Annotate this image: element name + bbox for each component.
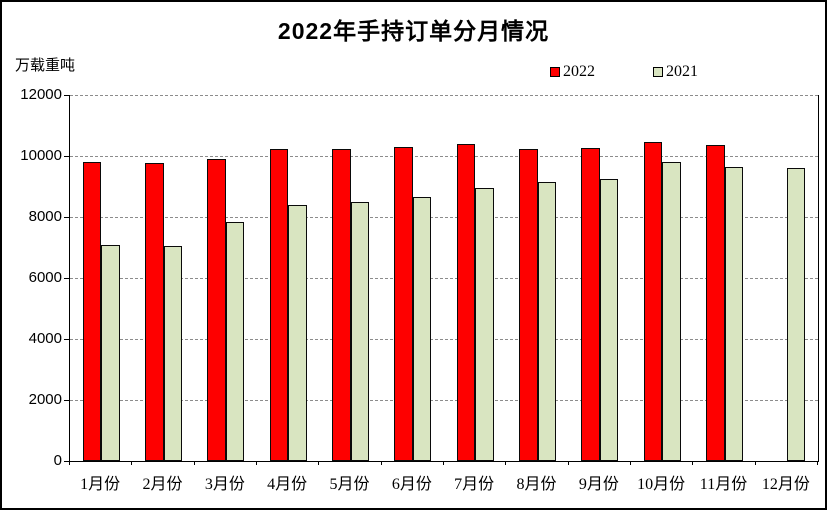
gridline-2000 bbox=[70, 400, 818, 401]
bar-2021-5月份 bbox=[350, 202, 369, 461]
y-tick-label-2000: 2000 bbox=[28, 391, 62, 408]
x-tick-label-2: 2月份 bbox=[142, 476, 183, 493]
legend-item-2021: 2021 bbox=[653, 63, 698, 81]
bar-2021-7月份 bbox=[475, 188, 494, 461]
gridline-12000 bbox=[70, 95, 818, 96]
bar-2021-11月份 bbox=[724, 166, 743, 461]
bar-2022-9月份 bbox=[581, 147, 600, 461]
bar-2021-12月份 bbox=[786, 168, 806, 461]
chart-title: 2022年手持订单分月情况 bbox=[277, 18, 550, 44]
x-tick-label-12: 12月份 bbox=[761, 476, 810, 493]
x-tick-label-8: 8月份 bbox=[516, 476, 557, 493]
x-tick-label-10: 10月份 bbox=[637, 476, 686, 493]
x-tick-mark bbox=[193, 461, 195, 465]
x-tick-label-1: 1月份 bbox=[80, 476, 121, 493]
x-tick-label-7: 7月份 bbox=[454, 476, 495, 493]
bar-2021-10月份 bbox=[662, 162, 681, 461]
y-tick-label-4000: 4000 bbox=[28, 330, 62, 347]
chart-legend: 2022 2021 bbox=[550, 63, 698, 81]
bar-2022-7月份 bbox=[456, 144, 476, 461]
y-tick-mark bbox=[64, 95, 69, 96]
x-tick-label-11: 11月份 bbox=[699, 476, 748, 493]
bar-2021-1月份 bbox=[101, 245, 120, 461]
x-tick-mark bbox=[692, 461, 694, 465]
bar-2022-4月份 bbox=[269, 148, 289, 461]
bar-2021-4月份 bbox=[288, 204, 307, 461]
x-tick-label-5: 5月份 bbox=[329, 476, 370, 493]
bar-2021-8月份 bbox=[537, 181, 556, 461]
y-tick-mark bbox=[64, 400, 69, 401]
plot-area bbox=[69, 95, 819, 462]
x-tick-mark bbox=[754, 461, 756, 465]
gridline-6000 bbox=[70, 278, 818, 279]
x-tick-label-9: 9月份 bbox=[578, 476, 619, 493]
bar-2021-6月份 bbox=[412, 197, 432, 461]
x-tick-mark bbox=[630, 461, 631, 465]
bar-2022-3月份 bbox=[207, 159, 226, 461]
bar-2022-2月份 bbox=[145, 163, 164, 461]
bar-2022-10月份 bbox=[643, 141, 663, 461]
y-tick-mark bbox=[64, 217, 69, 218]
y-tick-mark bbox=[64, 278, 69, 279]
x-tick-mark bbox=[256, 461, 257, 465]
x-tick-mark bbox=[817, 461, 818, 465]
bar-2022-8月份 bbox=[519, 149, 538, 461]
legend-label-2021: 2021 bbox=[666, 63, 698, 80]
y-tick-mark bbox=[64, 156, 69, 157]
bar-2021-3月份 bbox=[225, 222, 245, 461]
x-tick-mark bbox=[443, 461, 444, 465]
x-tick-label-3: 3月份 bbox=[204, 476, 245, 493]
x-tick-label-6: 6月份 bbox=[391, 476, 432, 493]
x-tick-mark bbox=[69, 461, 70, 465]
y-tick-mark bbox=[64, 461, 69, 462]
legend-swatch-2021 bbox=[653, 67, 663, 77]
x-tick-mark bbox=[567, 461, 569, 465]
x-tick-mark bbox=[380, 461, 382, 465]
y-tick-mark bbox=[64, 339, 69, 340]
y-tick-label-12000: 12000 bbox=[20, 86, 62, 103]
x-tick-mark bbox=[318, 461, 320, 465]
gridline-4000 bbox=[70, 339, 818, 340]
x-tick-mark bbox=[505, 461, 507, 465]
bar-2022-6月份 bbox=[394, 147, 413, 461]
legend-item-2022: 2022 bbox=[550, 63, 595, 81]
bar-2022-5月份 bbox=[332, 149, 351, 461]
bar-2021-2月份 bbox=[163, 246, 182, 461]
bar-2022-11月份 bbox=[706, 144, 725, 461]
bar-2022-1月份 bbox=[82, 162, 102, 461]
y-tick-label-10000: 10000 bbox=[20, 147, 62, 164]
gridline-8000 bbox=[70, 217, 818, 218]
bar-2021-9月份 bbox=[599, 179, 619, 461]
y-tick-label-0: 0 bbox=[53, 452, 62, 469]
y-tick-label-8000: 8000 bbox=[28, 208, 62, 225]
y-tick-label-6000: 6000 bbox=[28, 269, 62, 286]
gridline-10000 bbox=[70, 156, 818, 157]
y-axis-unit-label: 万载重吨 bbox=[15, 58, 76, 74]
x-tick-mark bbox=[131, 461, 133, 465]
x-tick-label-4: 4月份 bbox=[267, 476, 308, 493]
legend-label-2022: 2022 bbox=[563, 63, 595, 80]
legend-swatch-2022 bbox=[550, 67, 560, 77]
